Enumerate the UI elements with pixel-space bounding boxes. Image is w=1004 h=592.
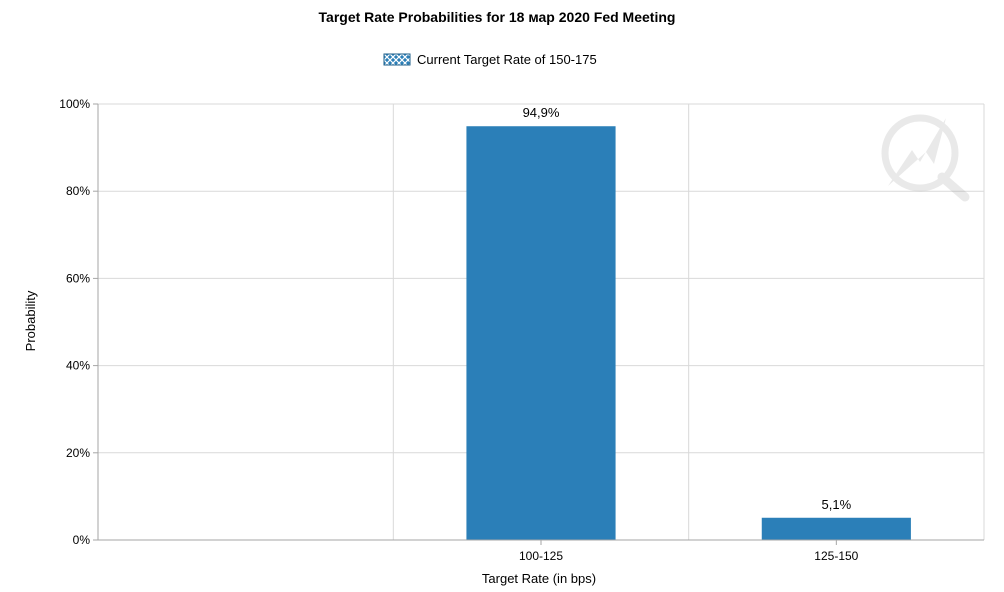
legend: Current Target Rate of 150-175 bbox=[383, 52, 597, 67]
y-tick-label: 0% bbox=[73, 533, 91, 547]
x-axis-ticks: 100-125 125-150 bbox=[519, 549, 859, 563]
cme-fedwatch-logo-icon bbox=[881, 114, 970, 202]
data-label: 94,9% bbox=[523, 105, 560, 120]
x-tick-label: 125-150 bbox=[814, 549, 858, 563]
y-axis-ticks: 0% 20% 40% 60% 80% 100% bbox=[59, 97, 90, 547]
y-axis-title: Probability bbox=[23, 290, 38, 351]
bar bbox=[761, 517, 911, 540]
data-labels: 94,9% 5,1% bbox=[523, 105, 852, 512]
y-tick-label: 60% bbox=[66, 271, 90, 285]
bar bbox=[466, 126, 616, 541]
y-tick-label: 20% bbox=[66, 446, 90, 460]
legend-label: Current Target Rate of 150-175 bbox=[417, 52, 597, 67]
x-axis-title: Target Rate (in bps) bbox=[482, 571, 596, 586]
legend-swatch bbox=[383, 53, 411, 66]
chart-title: Target Rate Probabilities for 18 мар 202… bbox=[319, 9, 676, 25]
y-tick-label: 80% bbox=[66, 184, 90, 198]
y-tick-label: 100% bbox=[59, 97, 90, 111]
x-tick-label: 100-125 bbox=[519, 549, 563, 563]
bars bbox=[466, 126, 911, 541]
axes bbox=[93, 103, 984, 545]
y-tick-label: 40% bbox=[66, 359, 90, 373]
data-label: 5,1% bbox=[822, 497, 852, 512]
